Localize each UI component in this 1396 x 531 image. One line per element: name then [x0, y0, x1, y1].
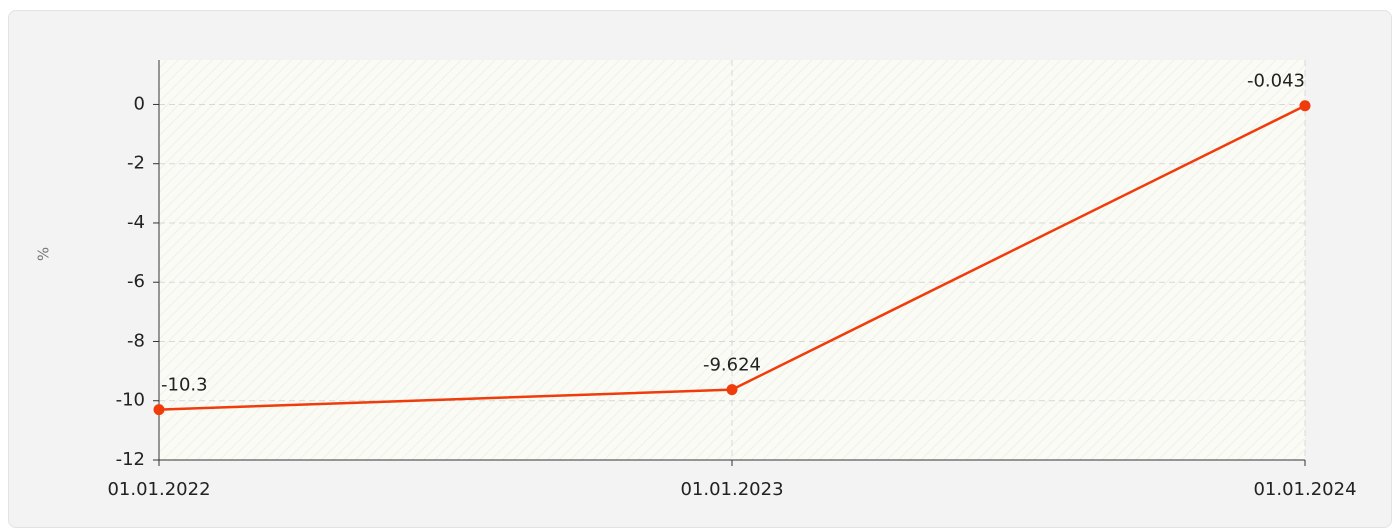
x-tick-label: 01.01.2022 — [107, 479, 210, 500]
y-tick-label: 0 — [134, 93, 145, 114]
y-tick-label: -2 — [127, 153, 145, 174]
x-tick-label: 01.01.2024 — [1253, 479, 1356, 500]
y-axis-label: % — [35, 247, 53, 261]
data-point — [153, 404, 165, 416]
data-point — [726, 384, 738, 396]
x-tick-label: 01.01.2023 — [680, 479, 783, 500]
y-tick-label: -4 — [127, 212, 145, 233]
data-label: -9.624 — [703, 355, 761, 376]
y-tick-label: -10 — [116, 390, 145, 411]
y-tick-label: -8 — [127, 330, 145, 351]
y-tick-label: -12 — [116, 449, 145, 470]
data-point — [1299, 100, 1311, 112]
y-tick-label: -6 — [127, 271, 145, 292]
data-label: -0.043 — [1247, 71, 1305, 92]
data-label: -10.3 — [161, 375, 208, 396]
